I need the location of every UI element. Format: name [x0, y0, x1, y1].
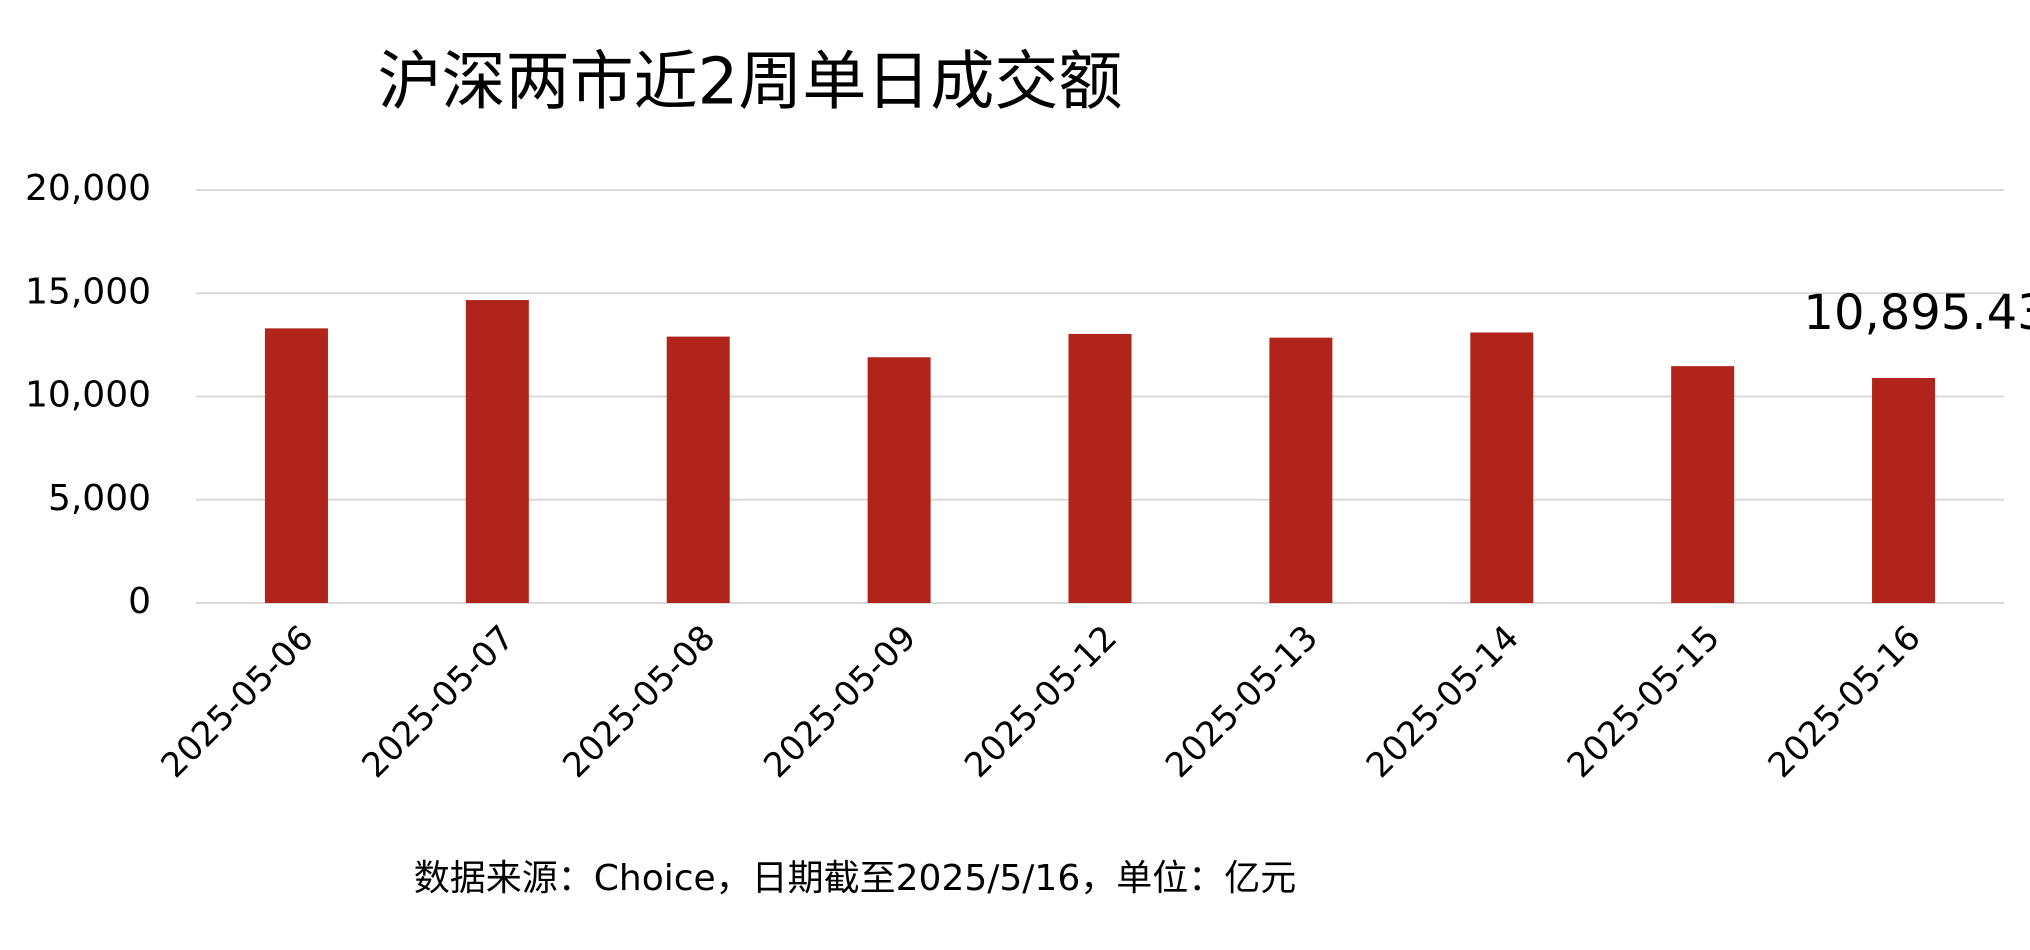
y-tick-label: 5,000 [48, 478, 151, 519]
x-tick-label: 2025-05-16 [1761, 618, 1929, 786]
bar [1068, 333, 1132, 603]
x-tick-label: 2025-05-06 [154, 618, 322, 786]
x-tick-label: 2025-05-15 [1560, 618, 1728, 786]
y-tick-label: 20,000 [25, 168, 151, 209]
source-note: 数据来源：Choice，日期截至2025/5/16，单位：亿元 [414, 858, 1297, 899]
data-label: 10,895.43 [1803, 285, 2030, 341]
x-tick-label: 2025-05-13 [1158, 618, 1326, 786]
bar [264, 328, 328, 603]
y-tick-label: 0 [128, 581, 151, 622]
x-tick-label: 2025-05-14 [1359, 618, 1527, 786]
x-tick-label: 2025-05-08 [555, 618, 723, 786]
bar [1269, 337, 1333, 603]
bar [1671, 366, 1735, 603]
x-tick-label: 2025-05-07 [354, 618, 522, 786]
bar [1872, 378, 1936, 603]
x-tick-label: 2025-05-12 [957, 618, 1125, 786]
x-tick-label: 2025-05-09 [756, 618, 924, 786]
bar [1470, 332, 1534, 603]
y-tick-label: 15,000 [25, 271, 151, 312]
y-tick-label: 10,000 [25, 375, 151, 416]
bar [465, 300, 529, 603]
chart-title: 沪深两市近2周单日成交额 [378, 46, 1123, 120]
bar [867, 357, 931, 603]
bar [666, 336, 730, 603]
